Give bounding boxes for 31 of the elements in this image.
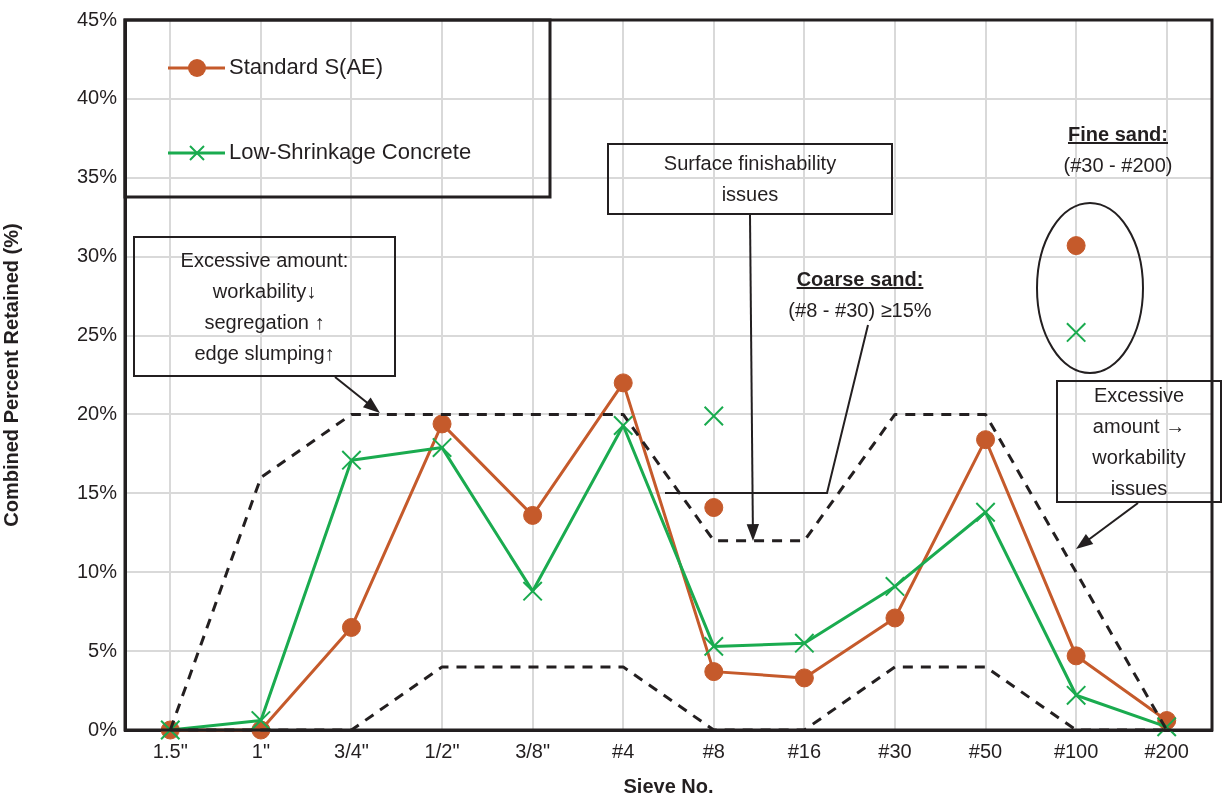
y-tick-label: 5% (88, 638, 118, 661)
annotation: Coarse sand: (#8 - #30) ≥15% (787, 267, 933, 323)
x-tick-label: #200 (1144, 739, 1189, 762)
y-tick-label: 25% (76, 323, 118, 346)
x-tick-label: #50 (968, 739, 1003, 762)
legend-label: Low-Shrinkage Concrete (229, 139, 472, 165)
y-tick-label: 15% (76, 480, 118, 503)
x-tick-label: #4 (612, 739, 635, 762)
y-tick-label: 45% (76, 7, 118, 30)
x-tick-label: #100 (1053, 739, 1099, 762)
y-tick-label: 10% (76, 559, 118, 582)
annotation: Excessive amount → workability issues (1058, 379, 1220, 504)
y-tick-label: 40% (76, 86, 118, 109)
y-tick-label: 30% (76, 244, 118, 267)
x-tick-label: 1/2" (424, 739, 460, 762)
y-tick-label: 20% (76, 401, 118, 424)
annotation: Excessive amount: workability↓ segregation ↑ edge slumping↑ (179, 247, 350, 366)
annotation: Surface finishability issues (662, 151, 838, 207)
y-tick-label: 0% (88, 717, 118, 740)
x-tick-label: #8 (702, 739, 725, 762)
x-tick-label: #16 (787, 739, 822, 762)
x-tick-label: 1.5" (152, 739, 188, 762)
y-tick-label: 35% (76, 165, 118, 188)
x-axis-title: Sieve No. (623, 774, 714, 797)
annotation: Fine sand: (#30 - #200) (1062, 121, 1174, 178)
x-tick-label: #30 (878, 739, 912, 762)
x-tick-label: 1" (251, 739, 270, 762)
x-tick-label: 3/4" (334, 739, 369, 762)
legend-label: Standard S(AE) (229, 54, 384, 80)
y-axis-title: Combined Percent Retained (%) (0, 223, 22, 527)
x-tick-label: 3/8" (515, 739, 551, 762)
